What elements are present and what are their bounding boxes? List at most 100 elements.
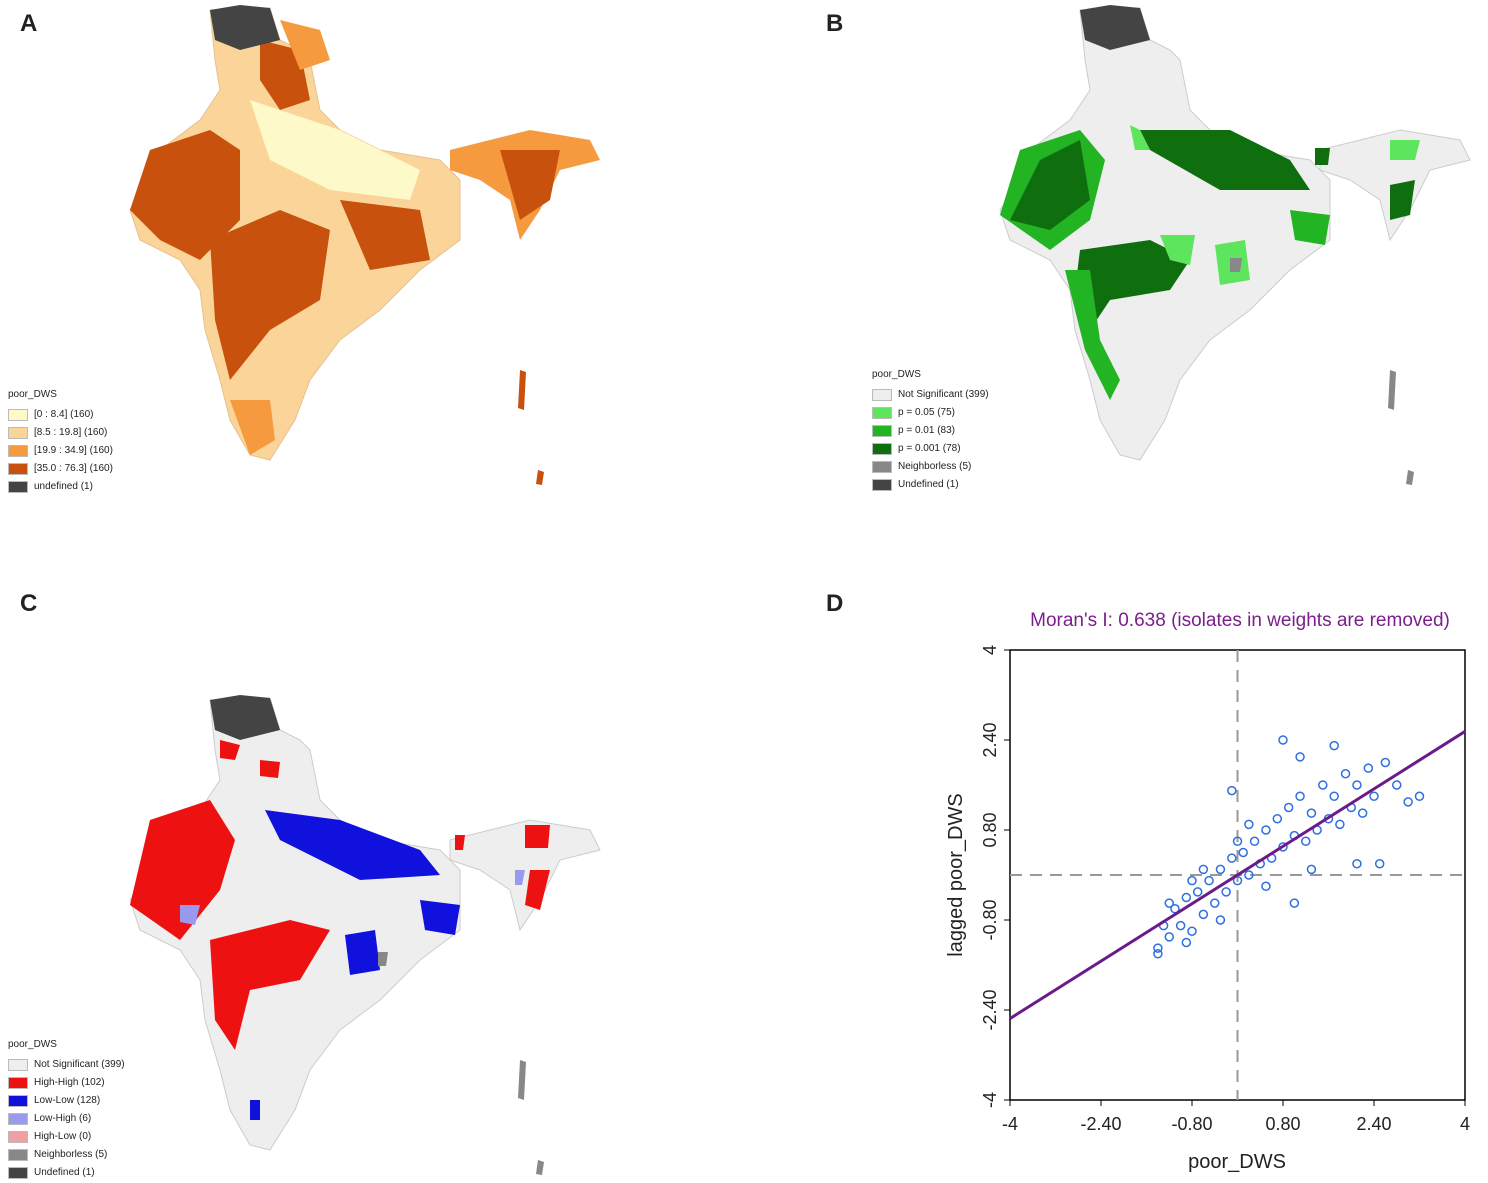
legend-c-item: Undefined (1) bbox=[8, 1164, 125, 1182]
legend-b-item: p = 0.05 (75) bbox=[872, 404, 989, 422]
legend-swatch bbox=[8, 1167, 28, 1179]
data-point bbox=[1181, 892, 1192, 903]
x-axis-label: poor_DWS bbox=[1188, 1151, 1286, 1173]
data-point bbox=[1374, 859, 1385, 869]
data-point bbox=[1164, 898, 1174, 908]
chart-title: Moran's I: 0.638 (isolates in weights ar… bbox=[1030, 610, 1450, 631]
india-lisa-significance-map-b bbox=[999, 5, 1471, 485]
regression-line bbox=[1009, 730, 1466, 1020]
legend-label: p = 0.05 (75) bbox=[898, 407, 955, 418]
data-point bbox=[1301, 836, 1311, 846]
moran-scatter-plot: Moran's I: 0.638 (isolates in weights ar… bbox=[945, 610, 1470, 1173]
data-point bbox=[1363, 763, 1374, 773]
data-point bbox=[1278, 735, 1288, 745]
axis-ticks: -4-4 -2.40 -2.40 -0.80 -0.80 0.80 0.80 2.40 2.40… bbox=[980, 645, 1470, 1134]
data-point bbox=[1249, 836, 1260, 846]
legend-c-title: poor_DWS bbox=[8, 1039, 57, 1050]
legend-b-item: Not Significant (399) bbox=[872, 386, 989, 404]
legend-label: Neighborless (5) bbox=[34, 1149, 108, 1160]
india-choropleth-map-a bbox=[129, 5, 600, 485]
legend-swatch bbox=[8, 1131, 28, 1143]
legend-c-item: High-Low (0) bbox=[8, 1128, 125, 1146]
legend-label: [8.5 : 19.8] (160) bbox=[34, 427, 108, 438]
india-northeast-c bbox=[449, 819, 601, 932]
data-point bbox=[1306, 864, 1317, 875]
data-point bbox=[1261, 825, 1271, 835]
data-point bbox=[1352, 859, 1362, 869]
legend-swatch bbox=[872, 443, 892, 455]
data-point bbox=[1369, 791, 1379, 801]
data-point bbox=[1295, 791, 1305, 801]
data-point bbox=[1187, 875, 1197, 886]
legend-swatch bbox=[8, 409, 28, 421]
data-point bbox=[1329, 791, 1339, 801]
india-mainland-b bbox=[999, 7, 1331, 461]
legend-label: Not Significant (399) bbox=[898, 389, 989, 400]
data-point bbox=[1232, 836, 1243, 846]
legend-label: Low-Low (128) bbox=[34, 1095, 101, 1106]
legend-c: poor_DWS Not Significant (399) High-High… bbox=[8, 1036, 125, 1182]
data-point bbox=[1335, 819, 1345, 830]
data-point bbox=[1306, 808, 1317, 818]
y-tick-label: 4 bbox=[980, 645, 1000, 655]
legend-c-item: Low-High (6) bbox=[8, 1110, 125, 1128]
legend-c-item: High-High (102) bbox=[8, 1074, 125, 1092]
legend-label: [35.0 : 76.3] (160) bbox=[34, 463, 113, 474]
panel-letter-c: C bbox=[20, 590, 38, 617]
data-point bbox=[1244, 819, 1254, 830]
data-point bbox=[1215, 915, 1226, 925]
legend-b-item: p = 0.001 (78) bbox=[872, 440, 989, 458]
legend-label: Not Significant (399) bbox=[34, 1059, 125, 1070]
legend-a-item: [0 : 8.4] (160) bbox=[8, 406, 113, 424]
data-point bbox=[1192, 887, 1203, 897]
india-mainland-a bbox=[129, 7, 461, 461]
x-tick-label: -4 bbox=[1002, 1114, 1018, 1134]
legend-label: Low-High (6) bbox=[34, 1113, 92, 1124]
kashmir-undefined-c bbox=[210, 695, 280, 740]
legend-swatch bbox=[8, 481, 28, 493]
data-point bbox=[1198, 864, 1209, 875]
legend-swatch bbox=[8, 1149, 28, 1161]
legend-a-item: [8.5 : 19.8] (160) bbox=[8, 424, 113, 442]
data-point bbox=[1153, 943, 1163, 953]
india-northeast-b bbox=[1315, 129, 1471, 242]
india-mainland-c bbox=[129, 697, 461, 1151]
india-lisa-cluster-map-c bbox=[129, 695, 601, 1175]
legend-a-item: [19.9 : 34.9] (160) bbox=[8, 442, 113, 460]
legend-c-item: Low-Low (128) bbox=[8, 1092, 125, 1110]
data-point bbox=[1215, 864, 1226, 875]
panel-letter-a: A bbox=[20, 10, 38, 37]
legend-b-item: Undefined (1) bbox=[872, 476, 989, 494]
y-axis-label: lagged poor_DWS bbox=[945, 793, 967, 956]
data-point bbox=[1261, 881, 1271, 891]
y-tick-label: -0.80 bbox=[980, 899, 1000, 940]
legend-swatch bbox=[8, 1113, 28, 1125]
legend-label: Neighborless (5) bbox=[898, 461, 972, 472]
legend-a: poor_DWS [0 : 8.4] (160) [8.5 : 19.8] (1… bbox=[8, 386, 113, 496]
data-point bbox=[1238, 847, 1248, 858]
kashmir-undefined-b bbox=[1080, 5, 1150, 50]
legend-a-item: [35.0 : 76.3] (160) bbox=[8, 460, 113, 478]
data-point bbox=[1357, 808, 1368, 818]
legend-b: poor_DWS Not Significant (399) p = 0.05 … bbox=[872, 366, 989, 494]
data-point bbox=[1340, 769, 1351, 779]
kashmir-undefined-a bbox=[210, 5, 280, 50]
data-point bbox=[1272, 814, 1283, 824]
data-point bbox=[1227, 785, 1237, 796]
legend-swatch bbox=[8, 1059, 28, 1071]
data-point bbox=[1352, 780, 1362, 790]
data-point bbox=[1403, 797, 1413, 807]
panel-letter-d: D bbox=[826, 590, 844, 617]
legend-label: undefined (1) bbox=[34, 481, 93, 492]
data-point bbox=[1153, 949, 1163, 959]
data-point bbox=[1392, 780, 1402, 790]
legend-label: p = 0.001 (78) bbox=[898, 443, 961, 454]
y-tick-label: 0.80 bbox=[980, 812, 1000, 847]
legend-a-item: undefined (1) bbox=[8, 478, 113, 496]
data-point bbox=[1164, 932, 1174, 942]
legend-label: Undefined (1) bbox=[34, 1167, 95, 1178]
data-point bbox=[1289, 898, 1300, 908]
legend-b-item: Neighborless (5) bbox=[872, 458, 989, 476]
data-point bbox=[1329, 740, 1339, 751]
legend-c-item: Neighborless (5) bbox=[8, 1146, 125, 1164]
